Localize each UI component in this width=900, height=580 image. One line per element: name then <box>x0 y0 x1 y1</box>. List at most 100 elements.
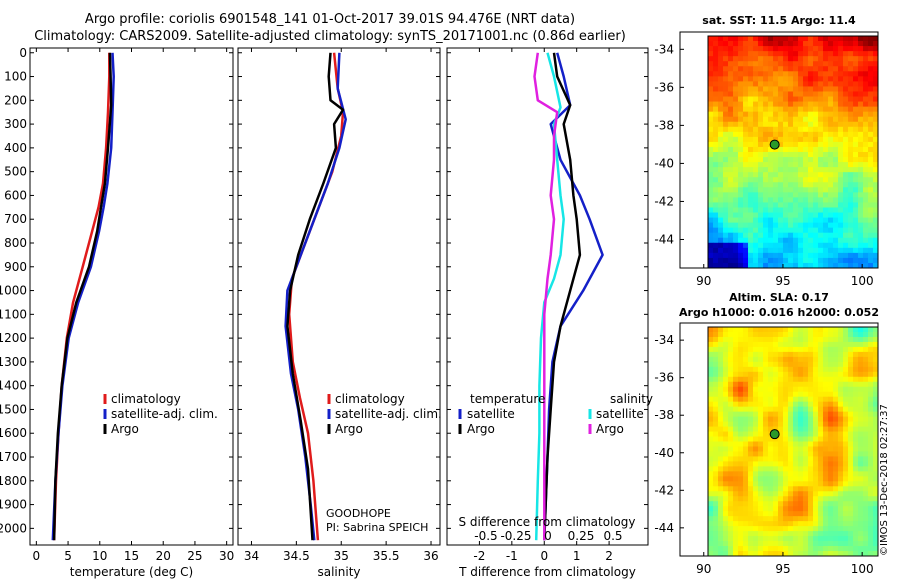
sla-map-cell <box>858 471 864 477</box>
sla-map-cell <box>863 496 869 502</box>
sst-map-cell <box>793 202 799 208</box>
sst-map-cell <box>868 162 874 168</box>
sla-map-cell <box>863 531 869 537</box>
sla-map-cell <box>723 406 729 413</box>
sla-map-cell <box>773 436 779 442</box>
sla-map-cell <box>708 381 714 388</box>
sla-map-cell <box>788 431 794 437</box>
sla-map-cell <box>818 391 824 398</box>
sla-map-cell <box>753 471 759 477</box>
sla-map-cell <box>773 396 779 403</box>
sst-map-cell <box>788 167 794 173</box>
sst-map-cell <box>848 247 854 254</box>
sla-map-cell <box>803 327 809 333</box>
sst-map-cell <box>818 146 824 153</box>
sla-map-cell <box>863 511 869 517</box>
sla-map-cell <box>773 426 779 432</box>
sst-map-cell <box>823 182 829 188</box>
sst-map-cell <box>868 91 874 97</box>
sst-map-cell <box>708 111 714 118</box>
sla-map-cell <box>713 511 719 517</box>
sla-map-cell <box>718 526 724 532</box>
sla-map-cell <box>853 461 859 467</box>
sla-map-cell <box>803 526 809 532</box>
sst-map-cell <box>753 96 759 102</box>
sla-map-cell <box>793 421 799 427</box>
sst-map-cell <box>823 51 829 57</box>
difference-series-salinity-argo <box>533 52 559 541</box>
sst-map-cell <box>758 46 764 52</box>
sst-map-cell <box>803 227 809 234</box>
sst-map-cell <box>763 152 769 158</box>
depth-tick-label: 400 <box>4 141 27 155</box>
sla-map-cell <box>723 376 729 383</box>
sst-map-cell <box>723 111 729 118</box>
sla-map-cell <box>793 391 799 398</box>
sla-map-cell <box>818 536 824 542</box>
sla-map-cell <box>828 371 834 378</box>
sla-map-cell <box>858 496 864 502</box>
sla-map-cell <box>783 496 789 502</box>
sla-map-cell <box>753 406 759 413</box>
sla-map-cell <box>728 371 734 378</box>
sla-map-cell <box>798 431 804 437</box>
sla-map-cell <box>833 461 839 467</box>
sst-map-cell <box>783 152 789 158</box>
sla-map-cell <box>868 506 874 512</box>
sla-map-cell <box>843 491 849 497</box>
sla-map-cell <box>813 401 819 408</box>
sal-legend-title: salinity <box>610 392 653 406</box>
sst-map-cell <box>843 187 849 193</box>
sla-map-cell <box>793 411 799 418</box>
sla-map-cell <box>748 327 754 333</box>
salinity-diff-axis-title: S difference from climatology <box>459 515 636 529</box>
sla-map-cell <box>743 501 749 507</box>
sla-map-cell <box>818 327 824 333</box>
sla-map-cell <box>853 411 859 418</box>
sla-map-cell <box>763 371 769 378</box>
sla-map-cell <box>708 391 714 398</box>
sla-map-cell <box>823 531 829 537</box>
sla-map-cell <box>828 536 834 542</box>
sla-map-cell <box>773 551 779 557</box>
sst-map-cell <box>858 106 864 113</box>
sla-map-cell <box>753 376 759 383</box>
sla-map-cell <box>743 546 749 552</box>
sla-map-cell <box>818 516 824 522</box>
sla-map-cell <box>823 431 829 437</box>
sst-map-cell <box>723 136 729 143</box>
sst-map-cell <box>733 91 739 97</box>
sla-map-cell <box>873 406 879 413</box>
sla-map-cell <box>748 336 754 343</box>
sst-map-cell <box>793 66 799 72</box>
sla-map-cell <box>788 386 794 393</box>
sst-map-cell <box>833 146 839 153</box>
sla-map-cell <box>778 466 784 472</box>
sst-map-cell <box>758 121 764 128</box>
sst-map-cell <box>728 182 734 188</box>
sla-map-cell <box>838 391 844 398</box>
sla-map-cell <box>843 351 849 358</box>
sla-map-cell <box>733 521 739 527</box>
sla-map-cell <box>763 546 769 552</box>
sla-map-cell <box>853 451 859 457</box>
sla-map-cell <box>753 526 759 532</box>
sst-map-cell <box>833 41 839 47</box>
sst-map-cell <box>793 76 799 82</box>
sla-map-cell <box>828 481 834 487</box>
sla-map-cell <box>833 536 839 542</box>
sst-map-cell <box>783 217 789 224</box>
sst-map-cell <box>773 106 779 113</box>
sla-map-cell <box>733 461 739 467</box>
sst-map-cell <box>768 61 774 67</box>
sst-map-cell <box>733 41 739 47</box>
sst-map-cell <box>833 202 839 208</box>
sla-map-cell <box>763 551 769 557</box>
sla-map-cell <box>803 501 809 507</box>
sla-map-cell <box>793 511 799 517</box>
sst-map-cell <box>708 66 714 72</box>
sst-map-cell <box>738 207 744 213</box>
sst-map-cell <box>838 167 844 173</box>
sla-map-cell <box>808 331 814 338</box>
sst-map-cell <box>773 212 779 218</box>
